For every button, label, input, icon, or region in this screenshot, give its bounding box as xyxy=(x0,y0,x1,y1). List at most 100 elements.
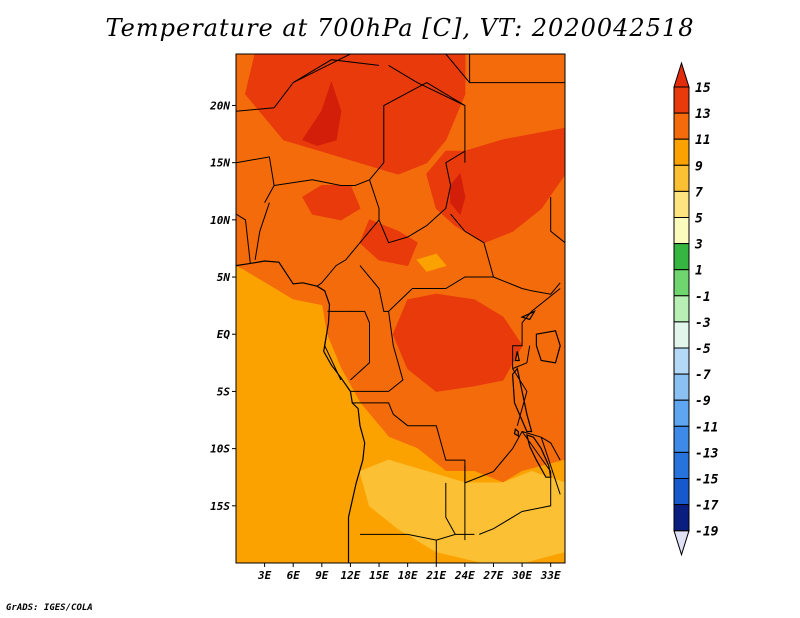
country-border-28 xyxy=(254,202,270,260)
lake-outline-3 xyxy=(514,351,520,362)
chart-title: Temperature at 700hPa [C], VT: 202004251… xyxy=(105,14,695,42)
country-border-8 xyxy=(316,179,380,287)
lon-tick-label: 12E xyxy=(340,569,360,582)
lon-tick-label: 24E xyxy=(454,569,475,582)
colorbar-segment xyxy=(673,373,690,401)
colorbar-label: -17 xyxy=(695,499,719,514)
country-border-14 xyxy=(345,310,370,381)
lake-outline-2 xyxy=(535,330,561,364)
temp-region-12 xyxy=(416,253,447,272)
lat-tick-label: 10S xyxy=(210,443,230,456)
lake-outline-0 xyxy=(511,367,533,433)
colorbar-segment xyxy=(673,347,690,375)
temp-region-10 xyxy=(430,505,480,553)
lon-tick-label: 30E xyxy=(511,569,532,582)
lat-tick-label: 15N xyxy=(210,157,230,170)
colorbar-segment xyxy=(673,164,690,192)
colorbar-segment xyxy=(673,478,690,506)
colorbar-label: 11 xyxy=(695,133,711,148)
colorbar-label: -7 xyxy=(695,368,711,383)
country-border-6 xyxy=(236,156,275,203)
temp-region-3 xyxy=(426,127,565,244)
country-border-2 xyxy=(388,64,466,163)
colorbar-bottom-arrow xyxy=(673,530,690,557)
colorbar-segment xyxy=(673,86,690,114)
colorbar-label: -13 xyxy=(695,446,719,461)
lake-outline-5 xyxy=(513,428,519,438)
country-border-0 xyxy=(236,54,351,112)
colorbar-label: 13 xyxy=(695,107,711,122)
temp-region-5 xyxy=(392,293,523,392)
longitude-axis: 3E 6E 9E 12E 15E 18E 21E 24E 27E 30E 33E xyxy=(257,563,561,582)
lat-tick-label: 20N xyxy=(209,99,230,112)
lon-tick-label: 3E xyxy=(257,569,272,582)
lat-tick-label: 10N xyxy=(210,214,230,227)
country-border-10 xyxy=(378,150,466,244)
country-border-12 xyxy=(359,265,494,312)
lat-tick-label: 5S xyxy=(217,385,231,398)
colorbar-label: -11 xyxy=(695,420,718,435)
lat-tick-label: 5N xyxy=(217,271,231,284)
credit-text: GrADS: IGES/COLA xyxy=(6,603,93,613)
colorbar-label: 15 xyxy=(695,81,711,96)
country-border-20 xyxy=(493,430,561,472)
map-frame xyxy=(235,53,566,564)
colorbar-segment xyxy=(673,138,690,166)
country-border-22 xyxy=(512,345,531,370)
colorbar-segment xyxy=(673,112,690,140)
country-border-9 xyxy=(369,82,466,181)
country-border-26 xyxy=(479,431,552,535)
country-border-23 xyxy=(493,276,561,295)
lon-tick-label: 15E xyxy=(369,569,389,582)
lat-tick-label: 15S xyxy=(210,500,230,513)
colorbar-segment xyxy=(673,321,690,349)
colorbar-label: -5 xyxy=(695,342,711,357)
colorbar-segment xyxy=(673,504,690,532)
colorbar-segment xyxy=(673,451,690,479)
colorbar-label: 1 xyxy=(695,264,703,279)
colorbar-top-arrow xyxy=(673,61,690,88)
colorbar-label: -3 xyxy=(695,316,711,331)
colorbar-label: 7 xyxy=(695,185,703,200)
lon-tick-label: 27E xyxy=(483,569,504,582)
colorbar-label: -9 xyxy=(695,394,711,409)
country-border-7 xyxy=(274,179,370,186)
colorbar-segment xyxy=(673,269,690,297)
temp-region-7 xyxy=(302,81,342,147)
colorbar-segment xyxy=(673,217,690,245)
lon-tick-label: 9E xyxy=(315,569,329,582)
lon-tick-label: 6E xyxy=(287,569,301,582)
lon-tick-label: 33E xyxy=(540,569,561,582)
temp-region-2 xyxy=(244,54,466,175)
country-border-21 xyxy=(512,288,561,369)
colorbar-segment xyxy=(673,399,690,427)
colorbar-segment xyxy=(673,243,690,271)
country-border-29 xyxy=(236,213,251,264)
temperature-field xyxy=(236,54,565,563)
colorbar-label: 5 xyxy=(695,212,703,227)
country-border-25 xyxy=(512,368,528,426)
country-border-13 xyxy=(350,311,404,392)
lon-tick-label: 21E xyxy=(425,569,446,582)
colorbar-label: -19 xyxy=(695,525,719,540)
temp-region-11 xyxy=(254,345,294,375)
coastline-0 xyxy=(236,260,366,563)
colorbar-label: -15 xyxy=(695,473,719,488)
latitude-axis: 20N 15N 10N 5N EQ 5S 10S 15S xyxy=(209,99,236,513)
country-border-1 xyxy=(292,59,380,84)
lon-tick-label: 18E xyxy=(398,569,418,582)
temp-region-8 xyxy=(450,172,466,216)
lat-tick-label: EQ xyxy=(217,328,231,341)
colorbar-label: 9 xyxy=(695,159,703,174)
country-border-27 xyxy=(540,437,561,495)
colorbar-label: 3 xyxy=(694,238,703,253)
colorbar-segment xyxy=(673,295,690,323)
country-border-30 xyxy=(324,334,342,381)
colorbar: 15 13 11 9 7 5 3 1 -1 -3 -5 -7 -9 -11 -13 -15 -17 -19 xyxy=(673,61,719,557)
country-border-19 xyxy=(445,482,456,535)
colorbar-segment xyxy=(673,425,690,453)
colorbar-label: -1 xyxy=(695,290,711,305)
colorbar-segment xyxy=(673,190,690,218)
country-border-24 xyxy=(550,197,565,244)
